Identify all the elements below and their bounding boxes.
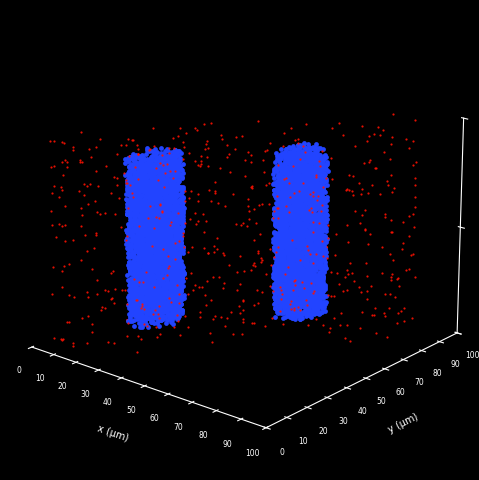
Y-axis label: y (μm): y (μm) <box>387 411 420 435</box>
X-axis label: x (μm): x (μm) <box>96 424 130 444</box>
